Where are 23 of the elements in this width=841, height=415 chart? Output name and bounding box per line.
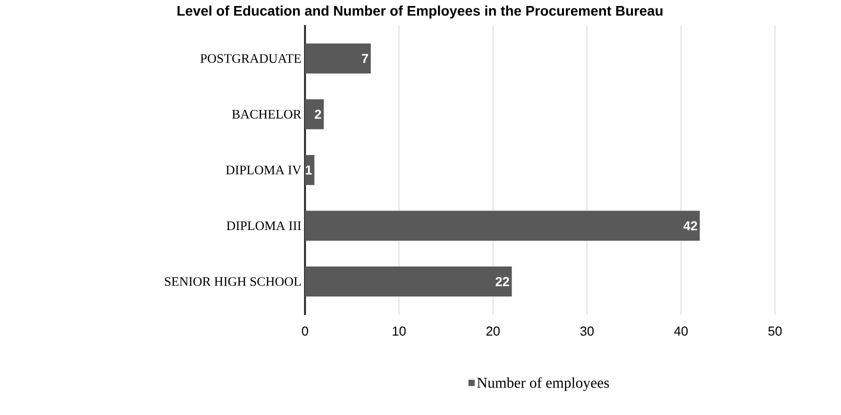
data-label: 1 — [306, 166, 312, 174]
y-tick-label: DIPLOMA III — [226, 221, 302, 230]
bar — [305, 43, 371, 74]
y-tick-label: SENIOR HIGH SCHOOL — [164, 277, 301, 286]
legend-label: Number of employees — [477, 377, 609, 391]
chart-title: Level of Education and Number of Employees in the Procurement Bureau — [178, 6, 662, 19]
data-label: 22 — [496, 277, 510, 286]
bar — [305, 155, 314, 186]
data-label: 2 — [314, 110, 322, 119]
y-tick-label: BACHELOR — [232, 110, 302, 119]
bar — [305, 99, 324, 130]
x-tick-label: 0 — [302, 326, 308, 336]
x-tick-label: 50 — [768, 326, 782, 336]
data-label: 42 — [683, 221, 698, 230]
y-tick-label: POSTGRADUATE — [200, 54, 301, 63]
bar — [305, 266, 512, 297]
x-tick-label: 40 — [674, 326, 688, 336]
y-tick-label: DIPLOMA IV — [226, 166, 302, 174]
data-label: 7 — [362, 54, 368, 63]
x-tick-label: 30 — [580, 326, 594, 336]
x-tick-label: 20 — [486, 326, 500, 336]
bar — [305, 210, 700, 241]
x-tick-label: 10 — [392, 326, 406, 336]
